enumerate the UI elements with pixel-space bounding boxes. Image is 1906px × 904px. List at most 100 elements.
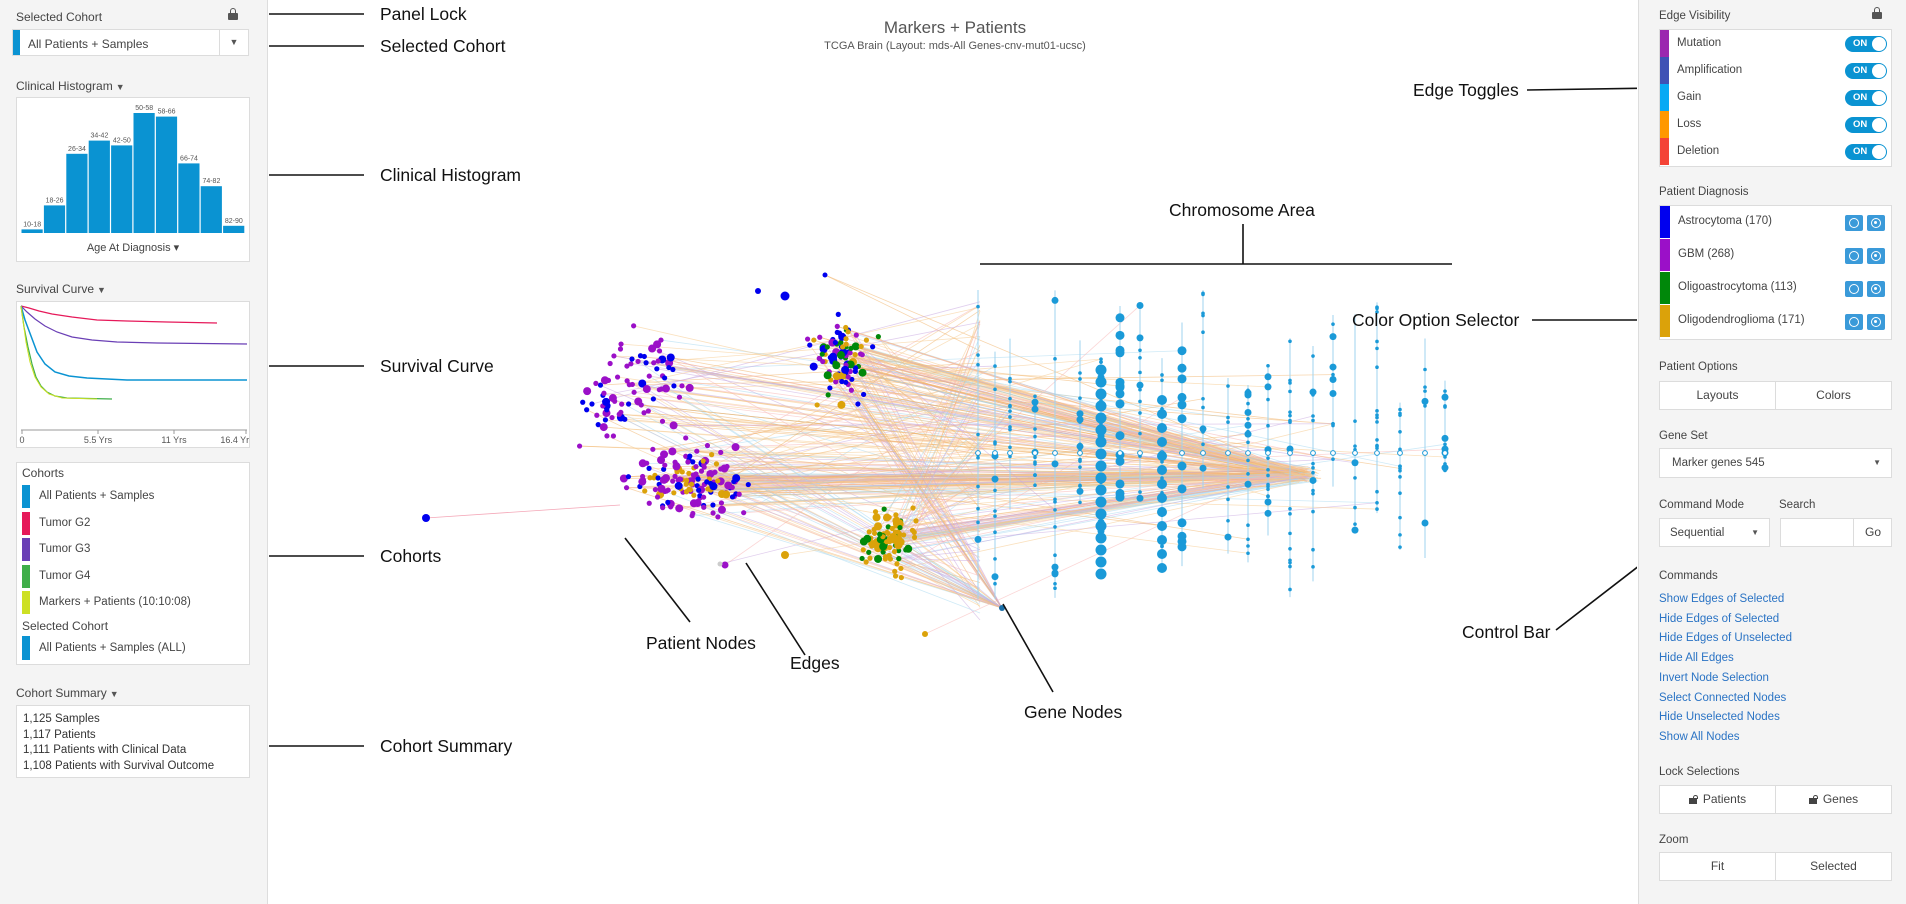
gene-node[interactable]	[1311, 488, 1315, 493]
patient-node[interactable]	[595, 422, 601, 428]
patient-node[interactable]	[832, 372, 841, 381]
gene-node[interactable]	[1311, 470, 1315, 475]
patient-node[interactable]	[843, 324, 849, 331]
patient-node[interactable]	[607, 360, 613, 367]
patient-node[interactable]	[685, 459, 691, 465]
gene-node[interactable]	[1443, 405, 1447, 409]
gene-node[interactable]	[1398, 411, 1402, 416]
gene-node[interactable]	[1443, 435, 1447, 439]
gene-node[interactable]	[1331, 372, 1335, 377]
gene-node[interactable]	[1007, 450, 1013, 456]
patient-node[interactable]	[897, 531, 903, 537]
patient-node[interactable]	[589, 401, 595, 407]
patient-node[interactable]	[780, 291, 790, 301]
patient-node[interactable]	[669, 421, 678, 430]
patient-node[interactable]	[666, 353, 675, 362]
edge-toggle-switch[interactable]: ON	[1845, 117, 1887, 133]
gene-node[interactable]	[1201, 313, 1205, 318]
target-icon[interactable]	[1867, 215, 1885, 231]
gene-node[interactable]	[1375, 438, 1379, 442]
gene-node[interactable]	[1138, 490, 1142, 494]
patient-node[interactable]	[881, 506, 887, 512]
gene-node[interactable]	[1375, 413, 1379, 417]
gene-node[interactable]	[1375, 489, 1379, 494]
gene-node[interactable]	[1160, 373, 1164, 377]
patient-node[interactable]	[662, 462, 668, 468]
patient-node[interactable]	[713, 461, 720, 467]
gene-node[interactable]	[1136, 381, 1144, 389]
gene-node[interactable]	[1138, 387, 1142, 392]
patient-node[interactable]	[722, 490, 731, 499]
gene-node[interactable]	[1078, 500, 1082, 505]
gene-node[interactable]	[1095, 388, 1107, 400]
patient-node[interactable]	[647, 475, 653, 481]
cohort-item[interactable]: Tumor G4	[22, 564, 252, 591]
gene-node[interactable]	[1095, 520, 1107, 532]
patient-node[interactable]	[835, 311, 841, 317]
target-icon[interactable]	[1867, 248, 1885, 264]
gene-node[interactable]	[1157, 521, 1167, 531]
patient-node[interactable]	[823, 371, 832, 380]
gene-node[interactable]	[1160, 476, 1164, 480]
gene-node[interactable]	[1225, 450, 1231, 456]
gene-node[interactable]	[1266, 397, 1270, 402]
gene-node[interactable]	[1157, 493, 1167, 503]
patient-node[interactable]	[691, 492, 697, 498]
gene-node[interactable]	[1311, 466, 1315, 470]
patient-node[interactable]	[858, 343, 864, 350]
gene-node[interactable]	[1177, 400, 1187, 410]
patient-node[interactable]	[718, 500, 725, 506]
patient-node[interactable]	[683, 481, 689, 487]
patient-node[interactable]	[853, 332, 859, 338]
gene-node[interactable]	[1398, 407, 1402, 412]
gene-node[interactable]	[1264, 383, 1272, 391]
gene-node[interactable]	[976, 520, 980, 525]
patient-node[interactable]	[658, 337, 664, 343]
gene-node[interactable]	[1157, 479, 1167, 489]
gene-node[interactable]	[1033, 473, 1037, 477]
survival-curve-title[interactable]: Survival Curve ▼	[16, 282, 106, 296]
patient-node[interactable]	[674, 481, 683, 490]
gene-node[interactable]	[1138, 431, 1142, 436]
patient-node[interactable]	[693, 463, 699, 470]
gene-node[interactable]	[1160, 378, 1164, 383]
patient-node[interactable]	[715, 514, 721, 520]
patient-node[interactable]	[657, 456, 666, 465]
patient-node[interactable]	[646, 465, 652, 471]
gene-node[interactable]	[1331, 322, 1335, 326]
histogram-bar[interactable]	[178, 163, 200, 233]
gene-node[interactable]	[1311, 509, 1315, 514]
gene-node[interactable]	[1246, 416, 1250, 421]
gene-node[interactable]	[1443, 468, 1447, 473]
gene-node[interactable]	[1053, 586, 1057, 591]
gene-node[interactable]	[1031, 398, 1039, 406]
gene-node[interactable]	[993, 387, 997, 392]
gene-node[interactable]	[1160, 544, 1164, 548]
gene-node[interactable]	[1375, 365, 1379, 370]
patient-node[interactable]	[863, 337, 870, 343]
gene-node[interactable]	[1095, 448, 1107, 460]
gene-node[interactable]	[1078, 484, 1082, 488]
gene-node[interactable]	[1288, 560, 1292, 565]
patient-node[interactable]	[704, 479, 710, 485]
gene-node[interactable]	[1157, 563, 1167, 573]
circle-icon[interactable]	[1845, 215, 1863, 231]
gene-node[interactable]	[1078, 396, 1082, 400]
network-canvas[interactable]	[269, 0, 1637, 904]
gene-node[interactable]	[1095, 400, 1107, 412]
patient-node[interactable]	[814, 402, 820, 408]
patient-node[interactable]	[848, 387, 854, 393]
patient-node[interactable]	[641, 353, 647, 360]
patient-node[interactable]	[626, 382, 632, 388]
gene-node[interactable]	[1264, 498, 1272, 506]
gene-node[interactable]	[1077, 450, 1083, 456]
histogram-bar[interactable]	[223, 225, 245, 233]
gene-node[interactable]	[1288, 512, 1292, 516]
clinical-histogram-title[interactable]: Clinical Histogram ▼	[16, 79, 125, 93]
patient-node[interactable]	[860, 547, 866, 553]
patient-node[interactable]	[580, 399, 586, 405]
command-link[interactable]: Show All Nodes	[1659, 730, 1740, 743]
gene-node[interactable]	[1244, 430, 1252, 438]
patient-node[interactable]	[731, 478, 737, 485]
gene-node[interactable]	[1288, 410, 1292, 414]
